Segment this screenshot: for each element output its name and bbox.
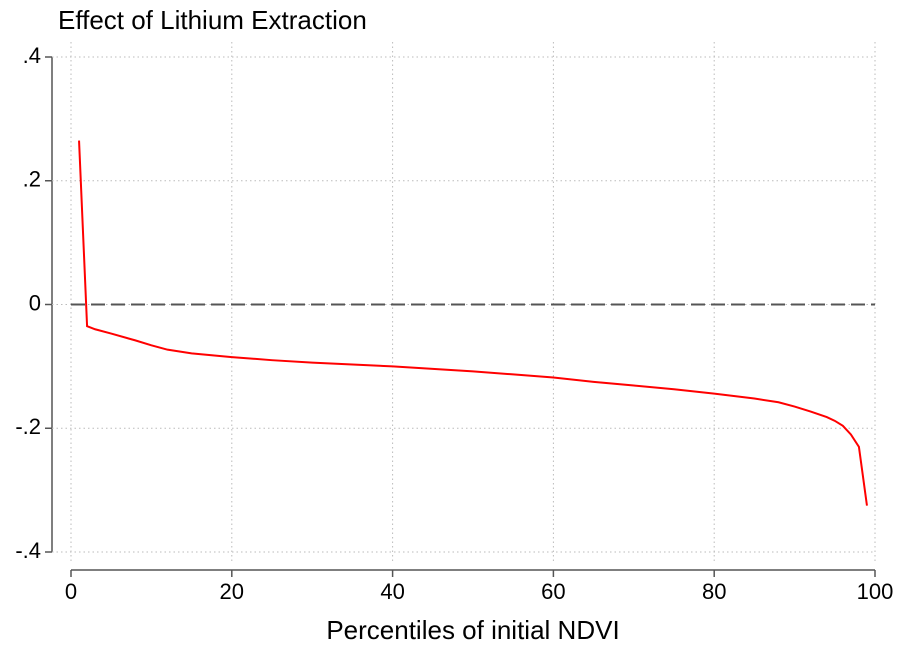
x-tick-label: 80 [702, 579, 726, 604]
line-series [78, 140, 868, 506]
x-axis-label: Percentiles of initial NDVI [326, 615, 619, 645]
x-tick-label: 20 [220, 579, 244, 604]
y-tick-label: -.4 [15, 538, 41, 563]
x-tick-label: 0 [65, 579, 77, 604]
y-tick-label: .4 [23, 43, 41, 68]
y-tick-label: -.2 [15, 414, 41, 439]
y-tick-label: 0 [29, 290, 41, 315]
chart-title: Effect of Lithium Extraction [58, 5, 367, 35]
x-tick-label: 40 [380, 579, 404, 604]
x-tick-label: 60 [541, 579, 565, 604]
x-tick-label: 100 [857, 579, 894, 604]
y-tick-label: .2 [23, 167, 41, 192]
